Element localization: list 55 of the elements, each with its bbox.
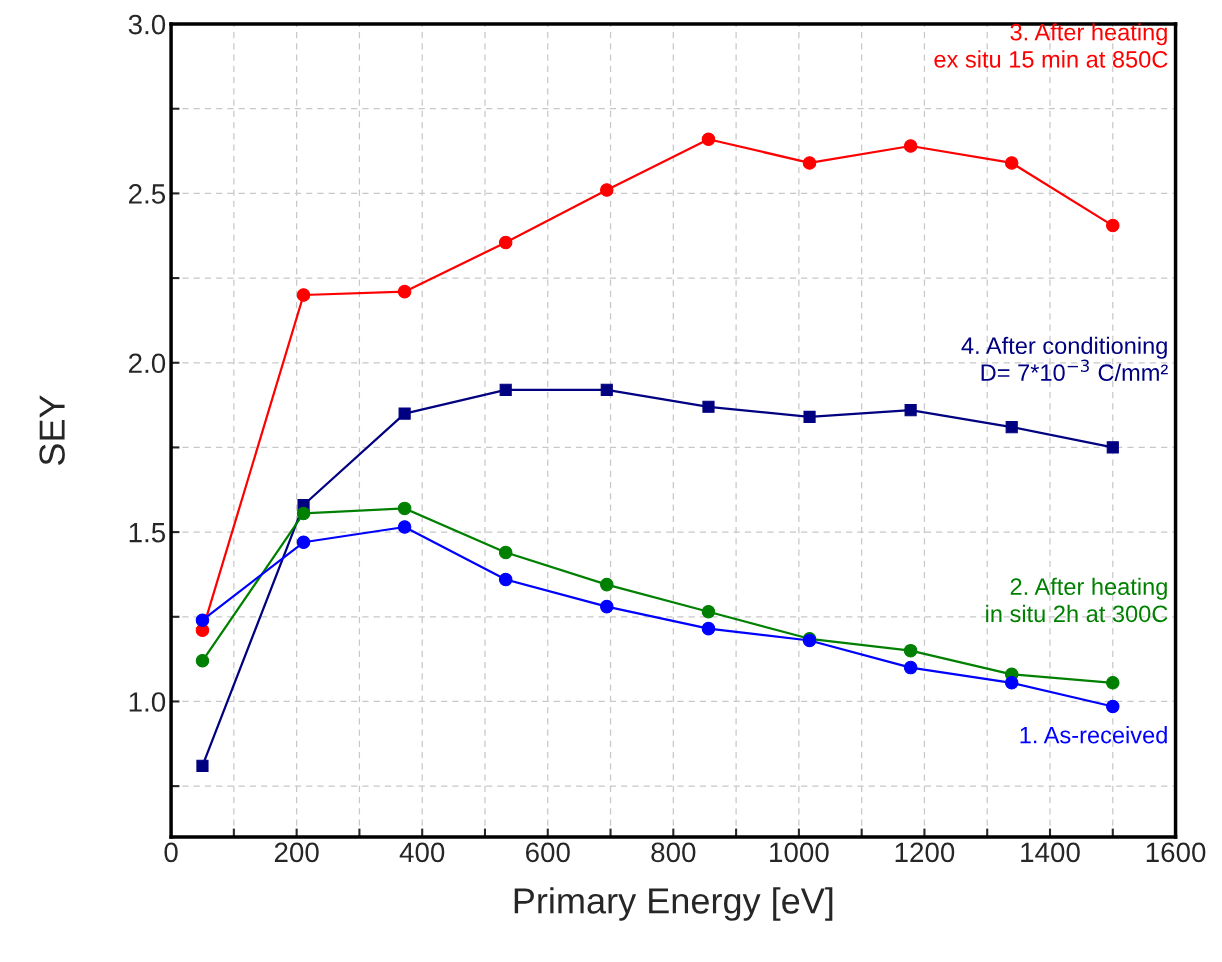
point (195, 613, 210, 627)
x-tick-label: 1200 (895, 842, 955, 863)
point (701, 132, 716, 146)
point (499, 383, 512, 396)
point (600, 183, 614, 197)
x-axis-title: Primary Energy [eV] (514, 887, 833, 921)
series-label: 1. As-received (1020, 726, 1167, 744)
point (803, 410, 816, 424)
y-tick-label: 3.0 (128, 14, 166, 35)
x-tick-label: 1000 (770, 842, 829, 863)
point (296, 506, 311, 521)
x-tick-label: 0 (164, 842, 178, 863)
point (702, 400, 715, 413)
x-tick-label: 1400 (1021, 842, 1080, 863)
point (498, 235, 513, 250)
x-tick-label: 400 (399, 842, 445, 863)
point (398, 407, 411, 420)
point (1106, 699, 1120, 714)
point (1106, 441, 1119, 454)
point (1005, 421, 1018, 434)
point (195, 654, 210, 668)
point (498, 572, 513, 587)
series-label: 2. After heating in situ 2h at 300C (986, 577, 1168, 623)
y-tick-label: 2.5 (129, 184, 166, 204)
point (296, 288, 311, 302)
point (701, 621, 716, 636)
text: 3. After heating ex situ 15 min at 850C (934, 23, 1168, 68)
series-label: 4. After conditioning D= 7*10$^{−3}$ C/mm² (961, 336, 1168, 382)
y-tick-label: 2.0 (129, 353, 166, 374)
x-tick-label: 800 (651, 842, 696, 863)
point (498, 545, 513, 560)
point (903, 139, 918, 153)
point (904, 404, 917, 417)
point (296, 535, 311, 550)
y-tick-label: 1.0 (129, 692, 166, 712)
x-tick-label: 1600 (1146, 842, 1206, 863)
point (1004, 676, 1019, 690)
y-axis-title: SEY (39, 395, 65, 465)
point (196, 759, 209, 772)
point (903, 660, 918, 675)
point (397, 284, 412, 299)
x-tick-label: 600 (526, 842, 570, 863)
point (1004, 156, 1019, 170)
point (600, 599, 614, 614)
point (397, 501, 412, 516)
y-tick-label: 1.5 (129, 523, 166, 543)
point (600, 577, 614, 592)
point (802, 156, 817, 170)
x-tick-label: 200 (274, 842, 319, 863)
point (1106, 218, 1120, 233)
point (903, 643, 918, 658)
point (397, 520, 412, 534)
point (1106, 676, 1120, 690)
point (701, 604, 716, 619)
point (600, 383, 613, 396)
